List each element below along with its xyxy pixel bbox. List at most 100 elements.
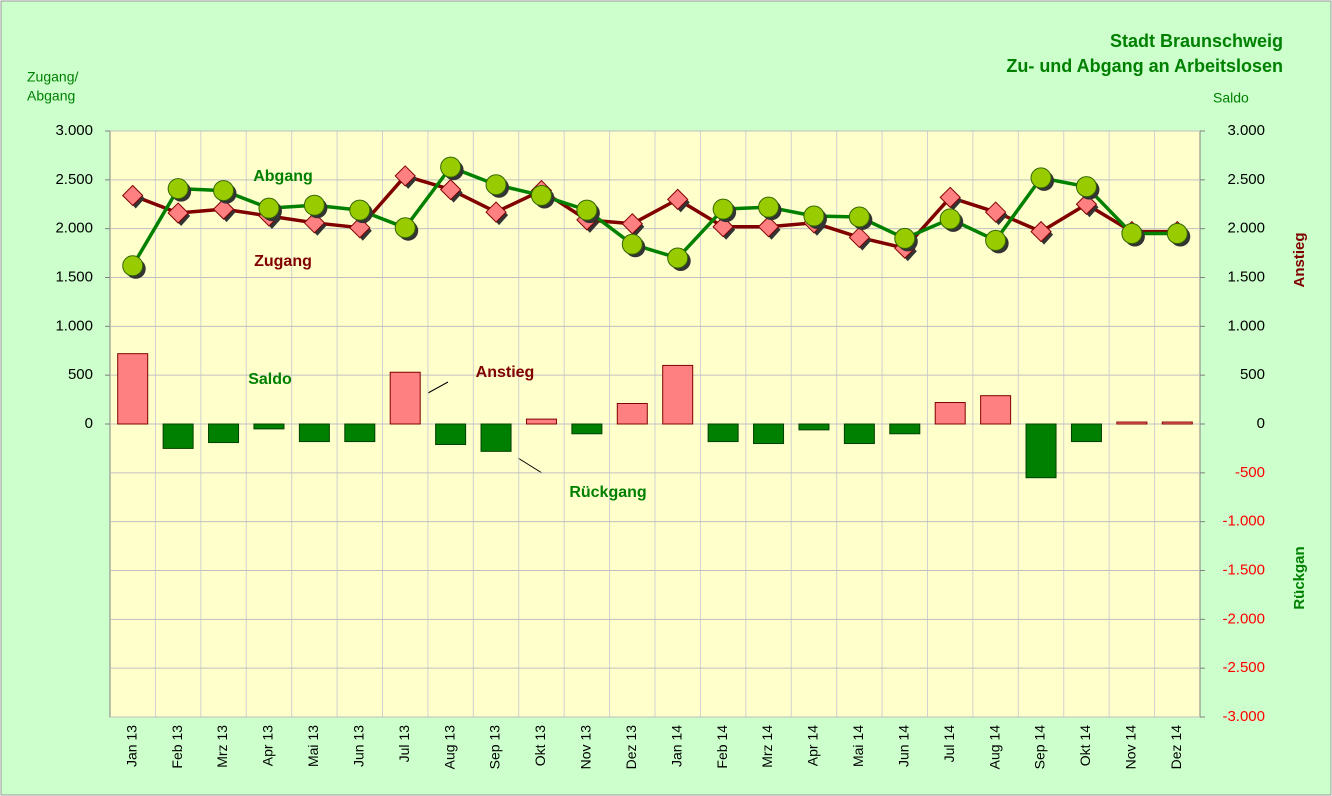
bar: [525, 418, 557, 425]
bar: [662, 364, 694, 425]
marker: [167, 178, 189, 200]
marker: [167, 202, 189, 224]
x-tick-label: Mrz 13: [214, 725, 230, 768]
x-tick-label: Okt 14: [1077, 725, 1093, 766]
marker: [984, 201, 1007, 223]
y-tick-label: 1.500: [55, 268, 93, 285]
bar: [843, 423, 875, 445]
marker: [1166, 223, 1188, 245]
bar: [344, 423, 376, 443]
marker: [394, 165, 416, 187]
marker: [349, 216, 371, 239]
bar: [208, 423, 240, 444]
y-tick-label: 3.000: [55, 122, 93, 139]
marker: [212, 198, 235, 220]
marker: [439, 178, 462, 201]
bar: [798, 423, 830, 431]
y-tick-label: 1.000: [55, 317, 93, 334]
y2-tick-label: -1.000: [1222, 513, 1265, 530]
bar: [1025, 423, 1057, 479]
x-tick-label: Nov 14: [1123, 725, 1139, 770]
marker: [1075, 176, 1097, 198]
x-tick-label: Mai 13: [305, 725, 321, 767]
marker: [258, 197, 280, 219]
marker: [122, 255, 144, 277]
marker: [1075, 193, 1098, 215]
marker: [394, 217, 416, 239]
marker: [1030, 167, 1052, 189]
x-tick-label: Jan 13: [123, 725, 139, 767]
annotation: Rückgang: [569, 484, 646, 501]
y2-tick-label: 1.500: [1227, 268, 1265, 285]
marker: [349, 199, 371, 221]
marker: [757, 216, 780, 238]
marker: [485, 174, 507, 196]
bar: [753, 423, 785, 445]
marker: [848, 226, 871, 249]
x-tick-label: Sep 14: [1032, 725, 1048, 770]
chart-title: Zu- und Abgang an Arbeitslosen: [1006, 56, 1283, 76]
y-tick-label: 2.500: [55, 171, 93, 188]
marker: [440, 156, 462, 178]
bar: [980, 395, 1012, 425]
x-tick-label: Sep 13: [487, 725, 503, 770]
bar: [571, 423, 603, 435]
y2-axis-label: Saldo: [1213, 90, 1249, 106]
x-tick-label: Mai 14: [850, 725, 866, 767]
y2-tick-label: 2.500: [1227, 171, 1265, 188]
bar: [389, 371, 421, 425]
x-tick-label: Aug 14: [986, 725, 1002, 770]
y2-tick-label: 3.000: [1227, 122, 1265, 139]
x-tick-label: Feb 13: [169, 725, 185, 769]
annotation: Anstieg: [476, 364, 535, 381]
marker: [303, 194, 325, 216]
marker: [667, 188, 689, 211]
y-axis-label: Abgang: [27, 88, 75, 104]
y2-tick-label: -3.000: [1222, 708, 1265, 725]
series-label: Abgang: [253, 168, 313, 185]
bar: [1161, 421, 1193, 425]
leader-line: [427, 381, 449, 394]
x-tick-label: Jan 14: [668, 725, 684, 767]
bar: [707, 423, 739, 443]
x-tick-label: Aug 13: [441, 725, 457, 770]
bar: [480, 423, 512, 452]
marker: [576, 199, 598, 221]
bar: [117, 353, 149, 425]
bar: [435, 423, 467, 446]
x-tick-label: Apr 14: [805, 725, 821, 766]
y2-tick-label: -500: [1235, 464, 1265, 481]
x-tick-label: Jul 13: [396, 725, 412, 763]
bar: [1070, 423, 1102, 443]
y2-tick-label: -1.500: [1222, 561, 1265, 578]
marker: [213, 180, 235, 202]
x-tick-label: Dez 14: [1168, 725, 1184, 770]
series-label: Saldo: [248, 371, 292, 388]
marker: [667, 247, 689, 269]
y2-tick-label: 2.000: [1227, 220, 1265, 237]
bar: [616, 402, 648, 425]
bar: [253, 423, 285, 430]
y-tick-label: 0: [85, 415, 93, 432]
y2-side-label: Rückgan: [1291, 546, 1308, 609]
y-axis-label: Zugang/: [27, 69, 78, 85]
y2-tick-label: -2.500: [1222, 659, 1265, 676]
marker: [122, 184, 144, 207]
y2-side-label: Anstieg: [1291, 232, 1308, 287]
marker: [985, 229, 1007, 251]
x-tick-label: Feb 14: [714, 725, 730, 769]
series-label: Zugang: [254, 253, 312, 270]
marker: [894, 227, 916, 249]
x-tick-label: Dez 13: [623, 725, 639, 770]
bar: [934, 402, 966, 425]
bar: [1116, 421, 1148, 425]
marker: [530, 184, 552, 206]
marker: [621, 213, 643, 235]
y-tick-label: 2.000: [55, 220, 93, 237]
marker: [712, 198, 734, 220]
marker: [1030, 220, 1052, 243]
bar: [889, 423, 921, 435]
marker: [758, 196, 780, 218]
x-tick-label: Nov 13: [578, 725, 594, 770]
x-tick-label: Apr 13: [260, 725, 276, 766]
